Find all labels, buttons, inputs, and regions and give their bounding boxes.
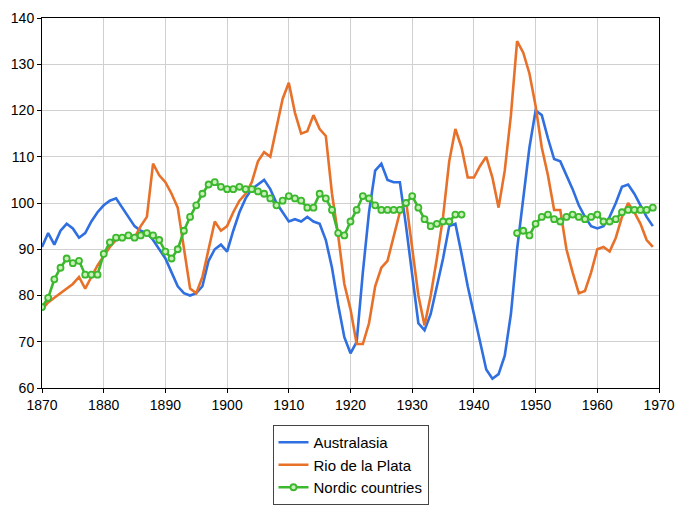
svg-text:Nordic countries: Nordic countries: [314, 479, 422, 496]
svg-text:Rio de la Plata: Rio de la Plata: [314, 457, 412, 474]
svg-text:110: 110: [12, 149, 35, 165]
svg-text:1970: 1970: [643, 397, 674, 413]
svg-text:Australasia: Australasia: [314, 434, 389, 451]
svg-text:1900: 1900: [212, 397, 243, 413]
svg-text:130: 130: [11, 56, 35, 72]
svg-text:1890: 1890: [150, 397, 181, 413]
svg-text:1950: 1950: [520, 397, 551, 413]
svg-text:1920: 1920: [335, 397, 366, 413]
svg-text:1870: 1870: [26, 397, 57, 413]
svg-text:120: 120: [11, 102, 35, 118]
svg-text:100: 100: [11, 195, 35, 211]
svg-text:1880: 1880: [88, 397, 119, 413]
svg-text:90: 90: [19, 241, 35, 257]
svg-text:70: 70: [19, 334, 35, 350]
svg-text:60: 60: [19, 380, 35, 396]
svg-text:1910: 1910: [273, 397, 304, 413]
svg-text:1960: 1960: [582, 397, 613, 413]
svg-text:1930: 1930: [397, 397, 428, 413]
svg-text:140: 140: [11, 10, 35, 26]
svg-text:80: 80: [19, 287, 35, 303]
svg-text:1940: 1940: [458, 397, 489, 413]
